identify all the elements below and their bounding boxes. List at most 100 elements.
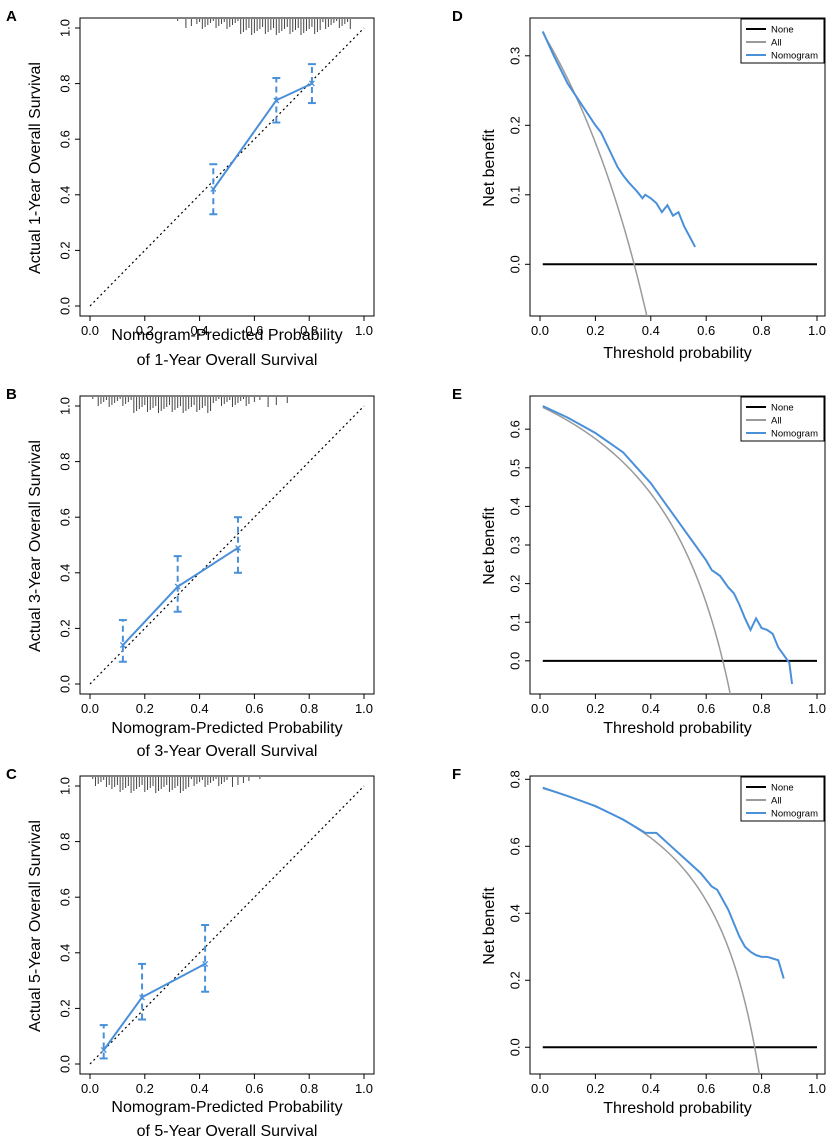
panel-label: B: [6, 386, 17, 403]
x-axis-title: Threshold probability: [603, 720, 752, 737]
all-curve: [542, 406, 732, 694]
x-tick-label: 0.4: [642, 1081, 660, 1096]
y-tick-label: 0.4: [57, 186, 72, 204]
y-axis-title: Actual 3-Year Overall Survival: [27, 440, 44, 652]
y-axis-title: Net benefit: [481, 887, 498, 965]
plot-frame: [529, 17, 826, 317]
x-tick-label: 1.0: [808, 1081, 826, 1096]
panel-e: E 0.0 0.2 0.4 0.6 0.8 1.0 0.0 0.1 0.2 0.3 0.4 0.5 0.6…: [452, 386, 826, 737]
data-point: ×: [234, 541, 241, 555]
x-tick-label: 1.0: [808, 323, 826, 338]
panel-label: A: [6, 8, 17, 25]
x-tick-label: 1.0: [355, 1081, 373, 1096]
y-tick-label: 0.6: [57, 130, 72, 148]
data-point: ×: [202, 957, 209, 971]
y-tick-label: 0.4: [57, 944, 72, 962]
y-tick-label: 0.6: [57, 508, 72, 526]
y-tick-label: 0.1: [507, 186, 522, 204]
x-axis-title: Nomogram-Predicted Probability: [111, 1099, 342, 1116]
x-tick-label: 0.2: [586, 701, 604, 716]
y-tick-label: 0.2: [57, 619, 72, 637]
plot-frame: [79, 395, 375, 695]
x-tick-label: 0.6: [245, 323, 263, 338]
x-tick-label: 0.2: [586, 1081, 604, 1096]
y-tick-label: 0.5: [507, 459, 522, 477]
y-tick-label: 0.0: [507, 255, 522, 273]
x-tick-label: 0.2: [136, 1081, 154, 1096]
y-tick-label: 0.3: [507, 536, 522, 554]
panel-d: D 0.0 0.2 0.4 0.6 0.8 1.0 0.0 0.1 0.2 0.3 None All No…: [452, 8, 826, 362]
data-point: ×: [174, 580, 181, 594]
x-tick-label: 0.4: [642, 701, 660, 716]
x-axis-title-line2: of 5-Year Overall Survival: [137, 1123, 318, 1140]
x-tick-label: 0.6: [245, 1081, 263, 1096]
x-axis-title-line2: of 1-Year Overall Survival: [137, 352, 318, 369]
data-point: ×: [273, 93, 280, 107]
x-tick-label: 0.2: [136, 701, 154, 716]
x-tick-label: 0.8: [300, 323, 318, 338]
legend-label: Nomogram: [771, 429, 818, 440]
data-point: ×: [100, 1043, 107, 1057]
x-axis-title: Nomogram-Predicted Probability: [111, 720, 342, 737]
x-tick-label: 0.4: [191, 323, 209, 338]
legend-label: Nomogram: [771, 809, 818, 820]
y-tick-label: 0.0: [57, 1055, 72, 1073]
legend-label: None: [771, 25, 794, 36]
y-tick-label: 1.0: [57, 777, 72, 795]
data-point: ×: [308, 77, 315, 91]
x-tick-label: 0.4: [642, 323, 660, 338]
y-tick-label: 0.3: [507, 47, 522, 65]
ideal-line: [89, 27, 365, 307]
panel-label: D: [452, 8, 463, 25]
y-axis-title: Net benefit: [481, 129, 498, 207]
calibration-line: [102, 963, 206, 1051]
calibration-line: [212, 82, 313, 190]
y-tick-label: 0.0: [57, 297, 72, 315]
ideal-line: [89, 785, 365, 1065]
data-point: ×: [210, 182, 217, 196]
panel-label: E: [452, 386, 462, 403]
panel-a: A 0.0 0.2 0.4 0.6 0.8 1.0 0.0 0.2 0.4 0.6 0.8 1.0 × × ×…: [6, 8, 375, 369]
y-tick-label: 0.8: [57, 833, 72, 851]
x-tick-label: 0.0: [81, 701, 99, 716]
nomogram-curve: [542, 786, 785, 979]
plot-frame: [529, 775, 826, 1075]
y-tick-label: 1.0: [57, 397, 72, 415]
x-tick-label: 0.8: [753, 1081, 771, 1096]
x-tick-label: 0.0: [81, 323, 99, 338]
y-tick-label: 0.4: [507, 904, 522, 922]
y-tick-label: 0.6: [57, 888, 72, 906]
calibration-line: [122, 546, 239, 646]
y-axis-title: Actual 5-Year Overall Survival: [27, 820, 44, 1032]
x-axis-title: Threshold probability: [603, 345, 752, 362]
legend-label: All: [771, 416, 782, 427]
x-tick-label: 0.8: [753, 323, 771, 338]
y-tick-label: 1.0: [57, 19, 72, 37]
panel-label: C: [6, 766, 17, 783]
x-tick-label: 0.6: [245, 701, 263, 716]
y-tick-label: 0.2: [507, 116, 522, 134]
data-point: ×: [139, 990, 146, 1004]
y-tick-label: 0.0: [507, 652, 522, 670]
x-tick-label: 0.8: [753, 701, 771, 716]
all-curve: [542, 32, 648, 316]
y-tick-label: 0.8: [57, 75, 72, 93]
plot-frame: [79, 775, 375, 1075]
ideal-line: [89, 405, 365, 685]
legend-label: All: [771, 38, 782, 49]
plot-frame: [79, 17, 375, 317]
x-tick-label: 0.6: [697, 323, 715, 338]
x-tick-label: 0.8: [300, 1081, 318, 1096]
panel-label: F: [452, 766, 461, 783]
panel-c: C 0.0 0.2 0.4 0.6 0.8 1.0 0.0 0.2 0.4 0.6 0.8 1.0 × × ×…: [6, 766, 375, 1140]
y-tick-label: 0.6: [507, 837, 522, 855]
y-tick-label: 0.2: [57, 999, 72, 1017]
y-axis-title: Net benefit: [481, 507, 498, 585]
x-tick-label: 0.8: [300, 701, 318, 716]
x-tick-label: 0.0: [531, 323, 549, 338]
y-axis-title: Actual 1-Year Overall Survival: [27, 62, 44, 274]
x-tick-label: 0.4: [191, 701, 209, 716]
x-tick-label: 0.0: [531, 1081, 549, 1096]
x-tick-label: 0.4: [191, 1081, 209, 1096]
legend-label: None: [771, 783, 794, 794]
